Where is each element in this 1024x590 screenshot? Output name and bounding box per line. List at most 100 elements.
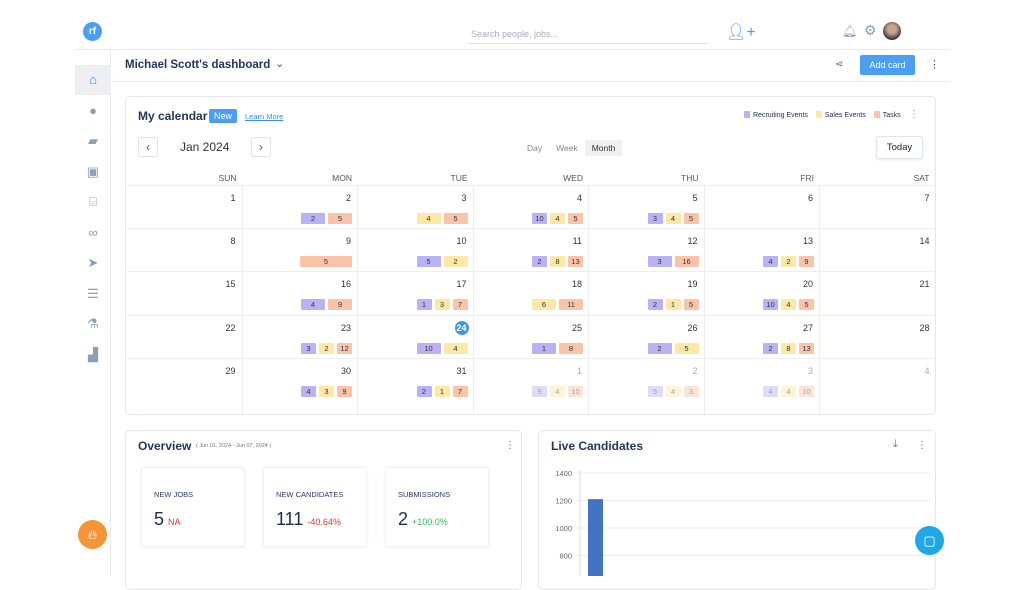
event-count-chip[interactable]: 9 [532,386,547,397]
more-icon[interactable]: ⋮ [929,59,940,71]
event-count-chip[interactable]: 2 [647,343,672,354]
event-count-chip[interactable]: 9 [799,256,814,267]
calendar-day[interactable]: 28 [820,316,936,359]
view-week[interactable]: Week [556,143,578,153]
event-count-chip[interactable]: 5 [443,213,468,224]
share-icon[interactable]: ⋖ [835,59,844,70]
calendar-day[interactable]: 11 2 8 13 [473,229,589,272]
dashboard-title[interactable]: Michael Scott's dashboard [125,59,271,71]
event-count-chip[interactable]: 4 [301,386,316,397]
gear-icon[interactable]: ⚙ [864,22,877,38]
calendar-day[interactable]: 31 2 1 7 [358,359,474,414]
calendar-day[interactable]: 18 6 11 [473,272,589,316]
learn-more-link[interactable]: Learn More [245,112,284,121]
event-count-chip[interactable]: 12 [337,343,352,354]
event-count-chip[interactable]: 1 [665,299,681,310]
event-count-chip[interactable]: 16 [674,256,699,267]
event-count-chip[interactable]: 4 [665,213,681,224]
next-month-button[interactable]: › [251,137,271,157]
view-month[interactable]: Month [584,140,623,156]
person-icon[interactable]: ● [89,102,97,118]
event-count-chip[interactable]: 6 [532,299,556,310]
contacts-icon[interactable]: ▣ [86,163,100,179]
event-count-chip[interactable]: 4 [550,213,565,224]
event-count-chip[interactable]: 2 [763,343,778,354]
add-card-button[interactable]: Add card [860,55,915,75]
download-icon[interactable]: ⤓ [893,438,898,450]
event-count-chip[interactable]: 3 [647,256,672,267]
event-count-chip[interactable]: 2 [781,256,796,267]
live-more-icon[interactable]: ⋮ [917,440,927,451]
calendar-day[interactable]: 1 [127,185,243,229]
event-count-chip[interactable]: 7 [452,386,468,397]
view-day[interactable]: Day [527,143,543,153]
calendar-day[interactable]: 22 [127,316,243,359]
calendar-day[interactable]: 10 5 2 [358,229,474,272]
event-count-chip[interactable]: 10 [532,213,547,224]
event-count-chip[interactable]: 10 [763,299,778,310]
calendar-day[interactable]: 27 2 8 13 [704,316,820,359]
event-count-chip[interactable]: 4 [550,386,565,397]
event-count-chip[interactable]: 4 [665,386,681,397]
event-count-chip[interactable]: 1 [416,299,432,310]
chart-bar[interactable] [588,499,603,576]
avatar[interactable] [883,22,901,40]
calendar-day[interactable]: 1 9 4 10 [474,359,589,414]
search-input[interactable] [468,24,708,44]
calendar-day[interactable]: 4 10 4 5 [473,185,589,229]
event-count-chip[interactable]: 3 [647,213,663,224]
calendar-day[interactable]: 15 [127,272,243,316]
calendar-day[interactable]: 6 [704,185,820,229]
event-count-chip[interactable]: 9 [337,386,352,397]
event-count-chip[interactable]: 5 [568,213,583,224]
calendar-day[interactable]: 25 1 8 [473,316,589,359]
calendar-day[interactable]: 8 [127,229,243,272]
event-count-chip[interactable]: 10 [799,386,814,397]
calendar-day[interactable]: 20 10 4 5 [704,272,820,316]
event-count-chip[interactable]: 3 [683,386,699,397]
event-count-chip[interactable]: 5 [683,213,699,224]
event-count-chip[interactable]: 4 [781,299,796,310]
calendar-day[interactable]: 13 4 2 9 [704,229,820,272]
calendar-day[interactable]: 24 10 4 [358,316,474,359]
event-count-chip[interactable]: 2 [319,343,334,354]
bell-icon[interactable]: 🔔︎ [842,24,858,38]
event-count-chip[interactable]: 8 [550,256,565,267]
event-count-chip[interactable]: 4 [781,386,796,397]
event-count-chip[interactable]: 2 [301,213,325,224]
calendar-day[interactable]: 4 [820,359,936,414]
event-count-chip[interactable]: 5 [683,299,699,310]
event-count-chip[interactable]: 9 [328,299,352,310]
event-count-chip[interactable]: 5 [416,256,441,267]
calendar-day[interactable]: 29 [127,359,243,414]
calendar-day[interactable]: 23 3 2 12 [242,316,358,359]
event-count-chip[interactable]: 7 [452,299,468,310]
send-icon[interactable]: ➤ [87,255,99,270]
calendar-more-icon[interactable]: ⋮ [909,109,919,120]
app-logo[interactable]: rf [83,22,102,41]
event-count-chip[interactable]: 4 [443,343,468,354]
event-count-chip[interactable]: 5 [674,343,699,354]
event-count-chip[interactable]: 11 [559,299,583,310]
event-count-chip[interactable]: 5 [799,299,814,310]
calendar-day[interactable]: 12 3 16 [589,229,705,272]
event-count-chip[interactable]: 5 [328,213,352,224]
event-count-chip[interactable]: 5 [647,386,663,397]
calendar-day[interactable]: 16 4 9 [242,272,358,316]
event-count-chip[interactable]: 1 [532,343,556,354]
event-count-chip[interactable]: 8 [559,343,583,354]
calendar-day[interactable]: 21 [820,272,936,316]
handshake-icon[interactable]: ∞ [88,224,98,240]
event-count-chip[interactable]: 8 [781,343,796,354]
event-count-chip[interactable]: 4 [763,256,778,267]
calendar-day[interactable]: 19 2 1 5 [589,272,705,316]
overview-more-icon[interactable]: ⋮ [505,440,515,451]
analytics-icon[interactable]: ▟ [88,346,98,362]
checklist-icon[interactable]: ☰ [87,285,99,301]
event-count-chip[interactable]: 4 [763,386,778,397]
event-count-chip[interactable]: 2 [647,299,663,310]
